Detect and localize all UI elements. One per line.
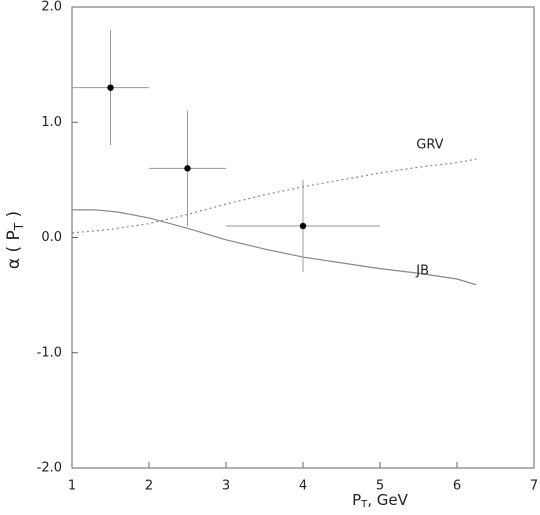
- x-tick-label: 4: [299, 479, 307, 494]
- x-tick-label: 7: [530, 479, 538, 494]
- y-tick-label: 2.0: [41, 0, 62, 15]
- x-tick-label: 3: [222, 479, 230, 494]
- y-axis-label: α ( PT ): [4, 211, 26, 269]
- x-tick-label: 1: [68, 479, 76, 494]
- curve: [71, 158, 477, 234]
- data-point: [107, 84, 114, 91]
- y-label-sub: T: [12, 222, 26, 231]
- curve: [72, 209, 477, 286]
- y-label-main: α ( P: [4, 230, 24, 269]
- y-tick-label: -1.0: [37, 345, 62, 360]
- x-label-end: , GeV: [367, 491, 408, 509]
- x-label-main: P: [352, 491, 361, 509]
- x-label-sub: T: [360, 499, 368, 510]
- curve-label: GRV: [416, 138, 443, 153]
- curve-label: JB: [415, 263, 429, 278]
- x-axis-label: PT, GeV: [352, 491, 409, 511]
- y-tick-label: 1.0: [41, 115, 62, 130]
- data-point: [184, 165, 191, 172]
- x-tick-label: 5: [376, 479, 384, 494]
- x-tick-label: 6: [453, 479, 461, 494]
- data-point: [299, 222, 307, 230]
- y-label-end: ): [4, 211, 24, 223]
- y-tick-label: 0.0: [41, 230, 62, 245]
- x-tick-label: 2: [145, 479, 153, 494]
- y-tick-label: -2.0: [37, 461, 62, 476]
